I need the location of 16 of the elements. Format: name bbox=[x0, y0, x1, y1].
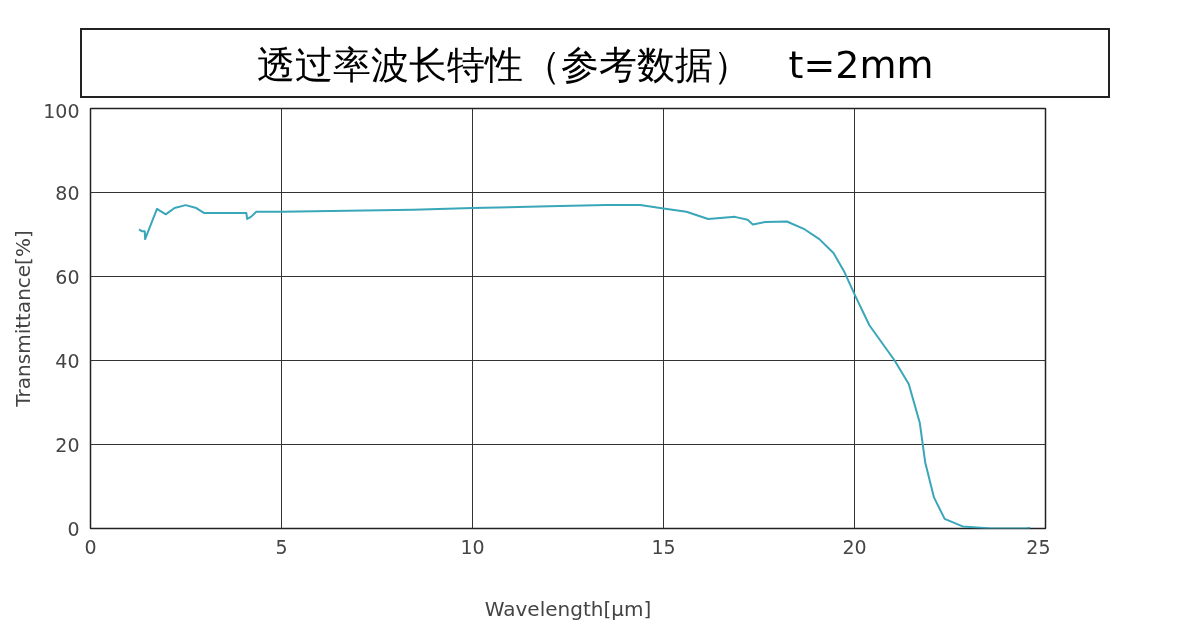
y-axis-title: Transmittance[%] bbox=[11, 230, 36, 408]
y-tick-label: 80 bbox=[55, 181, 80, 204]
y-tick-label: 0 bbox=[67, 517, 80, 540]
x-tick-label: 10 bbox=[460, 535, 485, 558]
x-tick-label: 25 bbox=[1026, 535, 1051, 558]
x-tick-label: 0 bbox=[84, 535, 97, 558]
x-tick-label: 15 bbox=[651, 535, 676, 558]
chart-title: 透过率波长特性（参考数据） t=2mm bbox=[256, 42, 934, 89]
x-axis-title: Wavelength[μm] bbox=[484, 596, 652, 621]
x-tick-label: 20 bbox=[842, 535, 867, 558]
y-tick-label: 100 bbox=[43, 99, 80, 122]
x-tick-label: 5 bbox=[275, 535, 288, 558]
y-tick-label: 40 bbox=[55, 349, 80, 372]
line-series bbox=[138, 204, 1032, 529]
y-tick-label: 60 bbox=[55, 265, 80, 288]
y-tick-label: 20 bbox=[55, 433, 80, 456]
